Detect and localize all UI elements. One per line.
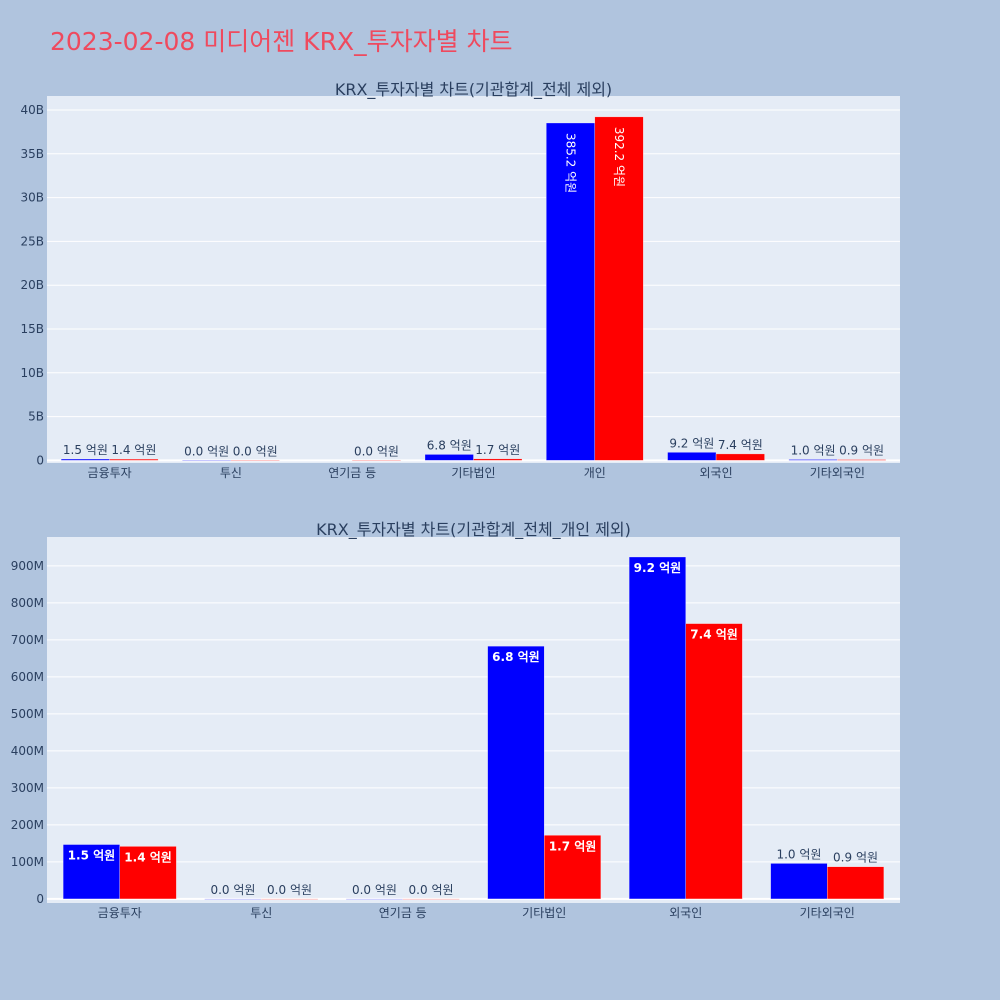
bar-red bbox=[351, 460, 401, 462]
x-tick-label: 외국인 bbox=[669, 906, 702, 920]
y-tick-label: 300M bbox=[11, 781, 44, 795]
y-tick-label: 15B bbox=[20, 322, 44, 336]
bar-value-label: 0.0 억원 bbox=[354, 444, 399, 458]
subplot-title: KRX_투자자별 차트(기관합계_전체_개인 제외) bbox=[316, 520, 631, 540]
y-tick-label: 30B bbox=[20, 191, 44, 205]
bar-blue bbox=[204, 898, 262, 900]
x-tick-label: 금융투자 bbox=[88, 466, 132, 480]
bar-value-label: 1.5 억원 bbox=[63, 443, 108, 457]
bar-red bbox=[109, 458, 159, 461]
subplot-1: KRX_투자자별 차트(기관합계_전체 제외) 0 5B 10B 15B 20B 25B 30… bbox=[20, 80, 900, 480]
bar-value-label: 1.0 억원 bbox=[776, 847, 821, 861]
bar-blue bbox=[60, 458, 110, 461]
plot-area bbox=[47, 537, 900, 903]
y-tick-label: 100M bbox=[11, 855, 44, 869]
subplot-title: KRX_투자자별 차트(기관합계_전체 제외) bbox=[335, 80, 612, 100]
bar-blue bbox=[345, 898, 403, 900]
bar-value-label: 9.2 억원 bbox=[669, 436, 714, 450]
bar-red bbox=[261, 898, 319, 900]
y-tick-label: 0 bbox=[36, 453, 44, 467]
bar-blue bbox=[667, 452, 717, 461]
bar-red bbox=[715, 453, 765, 461]
bar-red bbox=[685, 623, 743, 900]
bar-value-label: 9.2 억원 bbox=[634, 561, 682, 575]
bar-value-label: 1.0 억원 bbox=[791, 443, 836, 457]
y-tick-label: 400M bbox=[11, 744, 44, 758]
x-tick-label: 개인 bbox=[584, 466, 606, 480]
subplot-2: KRX_투자자별 차트(기관합계_전체_개인 제외) 0 100M 200M 300M 4… bbox=[11, 520, 900, 920]
bar-value-label: 0.0 억원 bbox=[184, 444, 229, 458]
x-tick-label: 연기금 등 bbox=[379, 906, 427, 920]
bar-value-label: 6.8 억원 bbox=[427, 438, 472, 452]
y-tick-label: 20B bbox=[20, 278, 44, 292]
bar-value-label: 0.0 억원 bbox=[352, 883, 397, 897]
bar-value-label: 1.7 억원 bbox=[549, 839, 597, 853]
bar-red bbox=[594, 116, 644, 461]
y-tick-label: 700M bbox=[11, 633, 44, 647]
y-tick-label: 5B bbox=[28, 410, 44, 424]
bar-blue bbox=[424, 454, 474, 461]
bar-blue bbox=[546, 122, 596, 461]
y-tick-label: 10B bbox=[20, 366, 44, 380]
bar-blue bbox=[770, 863, 828, 900]
bar-red bbox=[473, 458, 523, 461]
bar-value-label: 0.0 억원 bbox=[267, 883, 312, 897]
bar-value-label: 0.0 억원 bbox=[210, 883, 255, 897]
bar-blue bbox=[62, 844, 120, 900]
bar-value-label: 7.4 억원 bbox=[718, 438, 763, 452]
y-tick-label: 600M bbox=[11, 670, 44, 684]
y-tick-label: 800M bbox=[11, 596, 44, 610]
y-tick-label: 40B bbox=[20, 103, 44, 117]
plot-area bbox=[47, 96, 900, 463]
bar-value-label: 0.0 억원 bbox=[233, 444, 278, 458]
bar-value-label: 1.4 억원 bbox=[111, 443, 156, 457]
bar-value-label: 392.2 억원 bbox=[612, 127, 626, 187]
bar-red bbox=[837, 459, 887, 461]
bar-value-label: 1.7 억원 bbox=[475, 443, 520, 457]
x-tick-label: 기타외국인 bbox=[800, 906, 855, 920]
bar-value-label: 0.9 억원 bbox=[833, 851, 878, 865]
bar-red bbox=[119, 846, 177, 900]
x-tick-label: 기타법인 bbox=[451, 466, 495, 480]
bar-value-label: 0.9 억원 bbox=[839, 444, 884, 458]
bar-red bbox=[827, 866, 885, 900]
y-tick-label: 0 bbox=[36, 892, 44, 906]
y-tick-label: 35B bbox=[20, 147, 44, 161]
bar-value-label: 1.4 억원 bbox=[124, 850, 172, 864]
bar-blue bbox=[182, 460, 232, 462]
x-tick-label: 기타법인 bbox=[522, 906, 566, 920]
x-tick-label: 금융투자 bbox=[98, 906, 142, 920]
bar-blue bbox=[788, 459, 838, 461]
x-tick-label: 기타외국인 bbox=[810, 466, 865, 480]
bar-blue bbox=[628, 556, 687, 900]
y-tick-label: 200M bbox=[11, 818, 44, 832]
bar-value-label: 385.2 억원 bbox=[564, 133, 578, 193]
bar-red bbox=[544, 835, 602, 900]
bar-value-label: 6.8 억원 bbox=[492, 650, 540, 664]
x-tick-label: 연기금 등 bbox=[328, 466, 376, 480]
bar-red bbox=[230, 460, 280, 462]
figure-title: 2023-02-08 미디어젠 KRX_투자자별 차트 bbox=[50, 27, 513, 56]
bar-red bbox=[402, 898, 460, 900]
bar-value-label: 7.4 억원 bbox=[690, 628, 738, 642]
y-tick-label: 500M bbox=[11, 707, 44, 721]
x-tick-label: 투신 bbox=[250, 906, 272, 920]
x-tick-label: 투신 bbox=[220, 466, 242, 480]
bar-blue bbox=[487, 645, 545, 900]
x-tick-label: 외국인 bbox=[700, 466, 733, 480]
bar-value-label: 0.0 억원 bbox=[409, 883, 454, 897]
bar-value-label: 1.5 억원 bbox=[68, 849, 116, 863]
y-tick-label: 25B bbox=[20, 234, 44, 248]
y-tick-label: 900M bbox=[11, 559, 44, 573]
